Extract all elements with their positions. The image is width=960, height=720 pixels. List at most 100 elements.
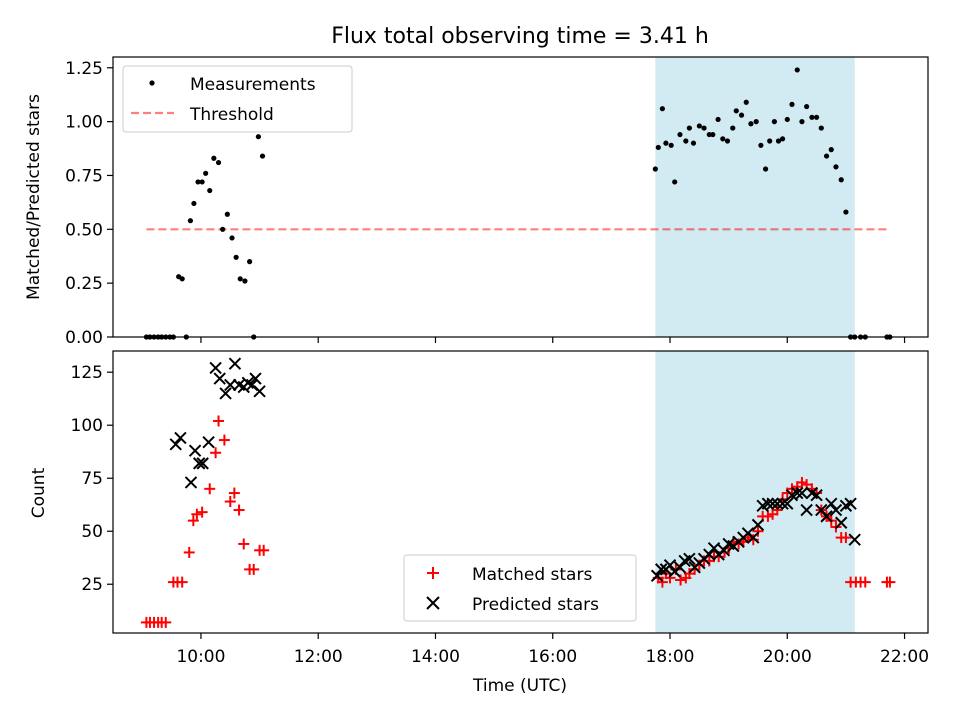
predicted-star-point <box>800 503 813 517</box>
predicted-star-point <box>795 486 809 500</box>
bottom-x-axis: 10:00 12:00 14:00 16:00 18:00 20:00 22:00 <box>176 633 929 667</box>
measurement-point <box>767 138 773 144</box>
legend-predicted-marker <box>426 596 440 610</box>
y-tick-label: 50 <box>81 522 103 542</box>
matched-star-point <box>796 476 808 488</box>
chart-title: Flux total observing time = 3.41 h <box>331 24 709 49</box>
y-tick-label: 25 <box>81 575 103 595</box>
predicted-star-point <box>771 497 784 510</box>
predicted-stars-layer <box>169 357 861 582</box>
measurement-point <box>233 254 239 260</box>
measurement-point <box>799 119 805 125</box>
matched-star-point <box>233 504 245 516</box>
matched-star-point <box>204 483 216 495</box>
measurement-point <box>813 114 820 120</box>
x-tick-label: 14:00 <box>411 647 460 667</box>
measurement-point <box>789 101 795 107</box>
matched-star-point <box>160 616 172 628</box>
measurement-point <box>828 147 834 153</box>
predicted-star-point <box>820 510 833 523</box>
measurement-point <box>187 218 193 224</box>
measurement-point <box>215 159 222 166</box>
measurement-point <box>677 131 683 138</box>
predicted-star-point <box>196 457 209 470</box>
y-tick-label: 0.75 <box>65 166 103 186</box>
matched-star-point <box>218 434 230 446</box>
matched-star-point <box>213 415 225 427</box>
matched-star-point <box>196 506 208 518</box>
y-tick-label: 0.00 <box>65 328 103 348</box>
measurement-point <box>804 103 810 110</box>
x-tick-label: 22:00 <box>880 647 929 667</box>
predicted-star-point <box>192 457 206 470</box>
measurement-point <box>775 138 782 144</box>
x-tick-label: 18:00 <box>646 647 695 667</box>
y-tick-label: 75 <box>81 469 103 489</box>
matched-star-point <box>176 576 188 588</box>
measurement-point <box>809 114 815 120</box>
predicted-star-point <box>751 518 765 532</box>
measurement-point <box>738 112 745 118</box>
measurement-point <box>710 131 716 138</box>
measurement-point <box>686 125 692 131</box>
measurement-point <box>179 276 185 282</box>
measurement-point <box>715 116 721 123</box>
top-panel: 0.00 0.25 0.50 0.75 1.00 1.25 Matched/Predict… <box>24 56 929 348</box>
measurement-point <box>242 278 248 284</box>
predicted-star-point <box>810 488 823 502</box>
predicted-star-point <box>219 387 232 400</box>
measurement-point <box>683 138 689 144</box>
measurement-point <box>652 166 658 172</box>
measurement-point <box>672 179 678 185</box>
matched-star-point <box>258 544 270 556</box>
measurement-point <box>730 125 736 131</box>
measurement-point <box>784 116 790 123</box>
top-plot-frame <box>112 56 929 338</box>
matched-star-point <box>656 576 668 588</box>
matched-star-point <box>747 534 759 546</box>
predicted-star-point <box>825 497 838 510</box>
predicted-star-point <box>844 497 857 510</box>
predicted-star-point <box>707 541 721 555</box>
legend-measurements-marker <box>149 80 155 86</box>
y-tick-label: 125 <box>71 363 103 383</box>
top-shaded-band-layer <box>655 57 855 337</box>
matched-star-point <box>183 546 195 558</box>
x-tick-label: 16:00 <box>528 647 577 667</box>
measurement-point <box>191 200 197 207</box>
matched-star-point <box>884 576 896 588</box>
measurement-point <box>701 125 707 131</box>
measurement-point <box>823 153 830 159</box>
y-tick-label: 1.00 <box>65 113 103 133</box>
bottom-y-axis-label: Count <box>29 467 49 518</box>
matched-star-point <box>187 515 199 527</box>
measurement-point <box>668 142 674 148</box>
measurement-point <box>259 153 266 159</box>
matched-star-point <box>762 510 774 522</box>
predicted-star-point <box>663 558 677 572</box>
matched-star-point <box>191 508 203 520</box>
measurement-point <box>663 140 669 146</box>
predicted-star-point <box>766 497 779 510</box>
measurement-point <box>838 177 844 183</box>
predicted-star-point <box>249 372 262 385</box>
matched-star-point <box>238 538 250 550</box>
measurement-point <box>247 259 253 265</box>
predicted-star-point <box>829 503 843 517</box>
x-axis-label: Time (UTC) <box>472 676 567 696</box>
predicted-star-point <box>202 435 215 449</box>
bottom-y-axis: 25 50 75 100 125 <box>71 363 113 595</box>
predicted-star-point <box>174 431 187 445</box>
predicted-star-point <box>184 476 198 489</box>
measurement-point <box>696 123 702 129</box>
measurement-point <box>199 179 205 185</box>
measurement-point <box>733 108 739 114</box>
y-tick-label: 0.25 <box>65 274 103 294</box>
matched-star-point <box>752 525 764 537</box>
predicted-star-point <box>228 357 242 370</box>
measurement-point <box>207 187 213 194</box>
matched-star-point <box>840 532 852 544</box>
legend-threshold-label: Threshold <box>189 105 274 125</box>
predicted-star-point <box>683 552 696 565</box>
measurement-point <box>794 67 800 73</box>
